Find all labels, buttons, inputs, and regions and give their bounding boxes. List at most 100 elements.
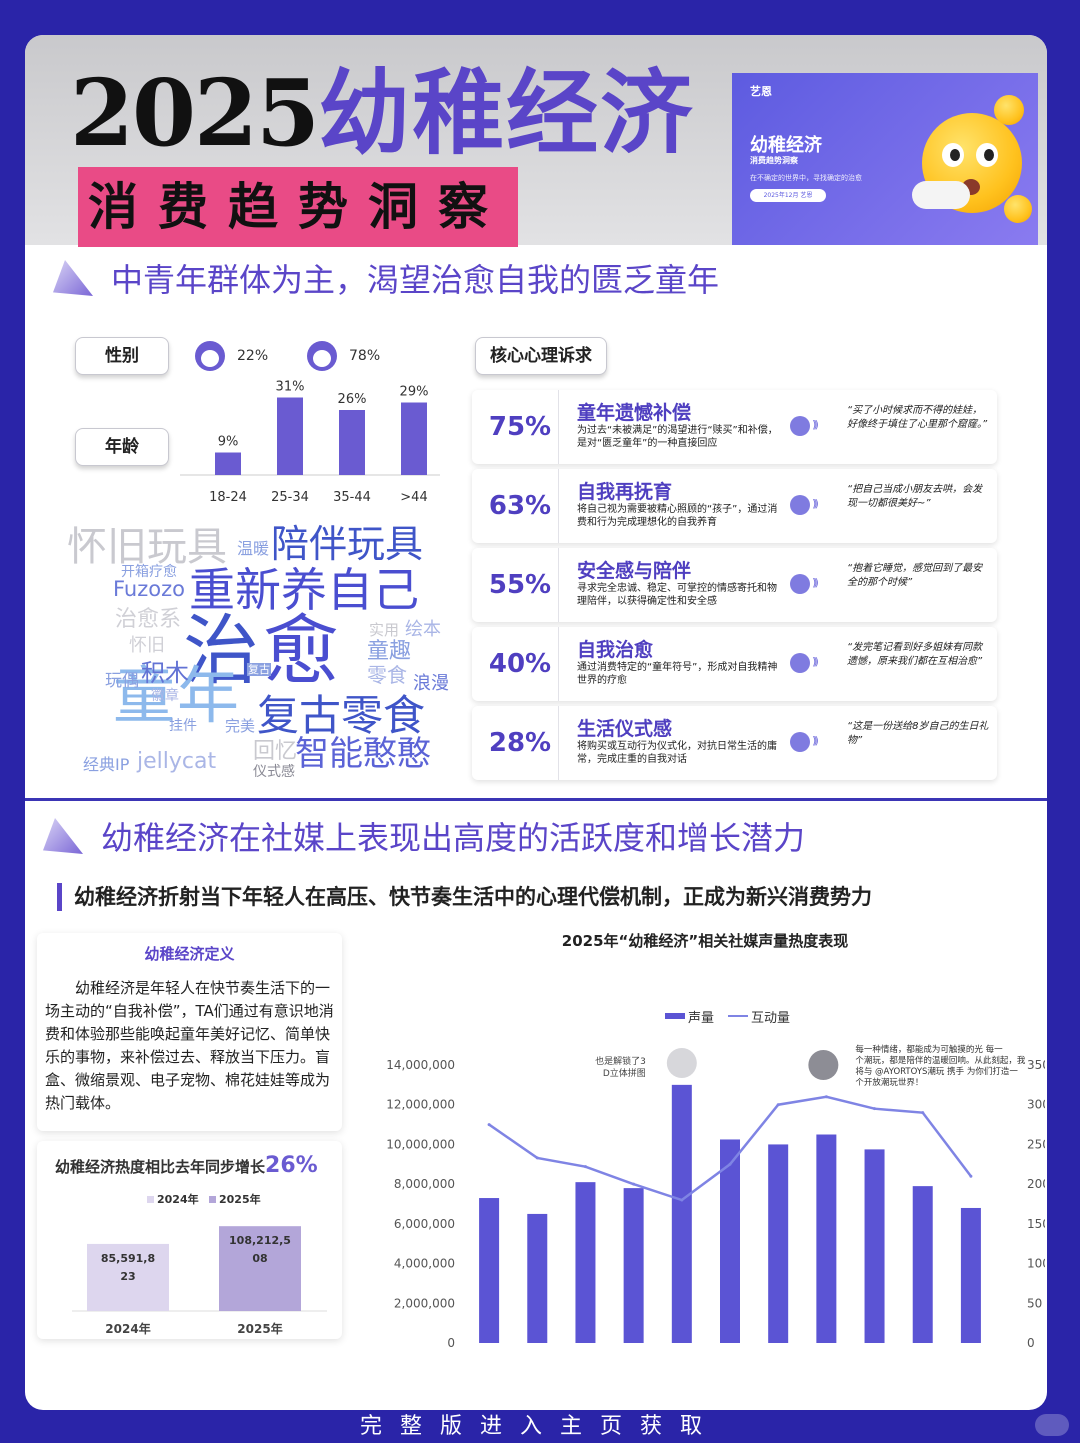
right-axis-tick: 50 (1027, 1296, 1042, 1310)
age-bar (215, 452, 241, 475)
title-main: 幼稚经济 (318, 60, 695, 167)
word-cloud-term: 复古零食 (257, 691, 426, 740)
keyword-word-cloud: 怀旧玩具 陪伴玩具 重新养自己 治 愈 童 年 复古零食 智能憨憨 Fuzozo… (65, 515, 465, 779)
need-title: 童年遗憾补偿 (577, 402, 692, 424)
need-quote: “发完笔记看到好多姐妹有同款遗憾，原来我们都在互相治愈” (847, 642, 983, 667)
age-bar-chart: 9% 18-24 31% 25-34 26% 35-44 29% >44 (180, 380, 440, 505)
cover-title: 幼稚经济 (750, 135, 822, 156)
annotation-text: 个开放潮玩世界！ (855, 1077, 923, 1088)
yoy-bar-label: 108,212,5 (229, 1234, 291, 1247)
section1-title: 中青年群体为主，渴望治愈自我的匮乏童年 (111, 261, 720, 299)
word-cloud-term: 经典IP (83, 755, 130, 774)
word-cloud-term: 治愈系 (115, 607, 182, 632)
need-title: 安全感与陪伴 (577, 560, 692, 582)
age-bar-label: 31% (276, 380, 305, 395)
word-cloud-term: 玩偶 (105, 671, 139, 691)
cover-date: 2025年12月 艺恩 (750, 189, 826, 202)
word-cloud-term: 浪漫 (413, 673, 449, 694)
section2-subheading: 幼稚经济折射当下年轻人在高压、快节奏生活中的心理代偿机制，正成为新兴消费势力 (57, 883, 872, 911)
word-cloud-term: 零食 (367, 663, 407, 687)
age-bar (339, 410, 365, 475)
word-cloud-term: 童 (113, 659, 176, 732)
word-cloud-term: Fuzozo (113, 577, 185, 601)
annotation-text: 也是解锁了3 (595, 1055, 646, 1067)
need-quote: “把自己当成小朋友去哄，会发现一切都很美好~” (847, 484, 983, 509)
voice-icon (790, 574, 816, 594)
voice-icon (790, 416, 816, 436)
interaction-point (680, 1198, 684, 1202)
left-axis-tick: 4,000,000 (394, 1257, 455, 1271)
age-category-label: 35-44 (333, 490, 371, 505)
need-row: 75% 童年遗憾补偿 为过去“未被满足”的渴望进行“赎买”和补偿，是对“匮乏童年… (472, 390, 997, 464)
section-divider (25, 798, 1047, 801)
cover-subtitle: 消费趋势洞察 (750, 156, 798, 165)
legend-label-volume: 声量 (688, 1011, 714, 1026)
interaction-point (487, 1123, 491, 1127)
volume-bar (768, 1144, 789, 1343)
footer-cta[interactable]: 完整版进入主页获取 (359, 1414, 720, 1439)
volume-bar (527, 1213, 548, 1343)
voice-icon (790, 732, 816, 752)
yoy-bar (219, 1226, 301, 1311)
word-cloud-term: 治 (183, 606, 259, 695)
yoy-category-label: 2025年 (237, 1321, 282, 1336)
yoy-growth-value: 26% (265, 1153, 318, 1178)
need-row: 63% 自我再抚育 将自己视为需要被精心照顾的“孩子”，通过消费和行为完成理想化… (472, 469, 997, 543)
page-title: 2025幼稚经济 (70, 63, 694, 164)
word-cloud-term: 挂件 (169, 718, 197, 734)
word-cloud-term: 智能憨憨 (295, 734, 431, 774)
left-axis-tick: 0 (447, 1336, 455, 1350)
volume-bar (864, 1149, 885, 1343)
volume-bar (720, 1139, 740, 1343)
watermark-badge (1035, 1414, 1069, 1436)
legend-label-interaction: 互动量 (751, 1011, 790, 1026)
volume-bar (479, 1198, 500, 1343)
word-cloud-term: 实用 (369, 621, 400, 639)
annotation-text: 每一种情绪，都能成为可触摸的光 每一 (855, 1044, 1003, 1055)
male-icon (195, 341, 225, 371)
need-percentage: 75% (482, 390, 559, 464)
volume-bar (671, 1084, 692, 1343)
age-bar (401, 402, 427, 475)
left-axis-tick: 6,000,000 (394, 1217, 455, 1231)
gamepad-icon (912, 181, 970, 209)
annotation-text: 个潮玩，都是陪伴的温暖回响。从此刻起，我 (855, 1055, 1026, 1066)
right-axis-tick: 300 (1027, 1098, 1045, 1112)
right-axis-tick: 100 (1027, 1257, 1045, 1271)
right-axis-tick: 350 (1027, 1058, 1045, 1072)
yoy-legend-label: 2024年 (157, 1192, 199, 1206)
triangle-icon (53, 260, 93, 296)
need-description: 为过去“未被满足”的渴望进行“赎买”和补偿，是对“匮乏童年”的一种直接回应 (577, 425, 778, 449)
right-axis-tick: 200 (1027, 1177, 1045, 1191)
social-volume-chart: 声量 互动量 0 2,000,000 4,000,000 6,000,000 8,000,0… (386, 1011, 1045, 1350)
need-title: 生活仪式感 (577, 718, 673, 740)
volume-bar (816, 1134, 837, 1343)
avatar-icon (666, 1048, 697, 1078)
interaction-point (824, 1095, 828, 1099)
word-cloud-term: 回忆 (253, 739, 298, 764)
need-percentage: 28% (482, 706, 559, 780)
social-chart-title: 2025年“幼稚经济”相关社媒声量热度表现 (561, 932, 849, 950)
cover-logo: 艺恩 (750, 85, 772, 98)
yoy-growth-card: 幼稚经济热度相比去年同步增长26% 2024年 2025年 85,591,8 23 20… (37, 1141, 342, 1339)
word-cloud-term: 完美 (225, 717, 256, 735)
left-axis-tick: 12,000,000 (386, 1098, 455, 1112)
age-category-label: 25-34 (271, 490, 309, 505)
triangle-icon (43, 818, 83, 854)
need-percentage: 55% (482, 548, 559, 622)
need-row: 40% 自我治愈 通过消费特定的“童年符号”，形成对自我精神世界的疗愈 “发完笔… (472, 627, 997, 701)
need-quote: “抱着它睡觉，感觉回到了最安全的那个时候” (847, 563, 983, 588)
volume-bar (960, 1207, 981, 1343)
yoy-bar-label: 85,591,8 (101, 1252, 155, 1265)
right-axis-tick: 250 (1027, 1137, 1045, 1151)
word-cloud-term: 积木 (141, 659, 189, 687)
page-subtitle: 消费趋势洞察 (78, 167, 518, 247)
left-axis-tick: 10,000,000 (386, 1137, 455, 1151)
yoy-category-label: 2024年 (105, 1321, 150, 1336)
yoy-legend-swatch (209, 1196, 216, 1203)
yoy-legend-label: 2025年 (219, 1192, 261, 1206)
word-cloud-term: 怀旧 (129, 635, 165, 656)
yoy-bar-chart: 2024年 2025年 85,591,8 23 2024年 108,212,5 08 2025… (72, 1192, 327, 1336)
interaction-point (583, 1165, 587, 1169)
age-bar-label: 26% (338, 392, 367, 407)
